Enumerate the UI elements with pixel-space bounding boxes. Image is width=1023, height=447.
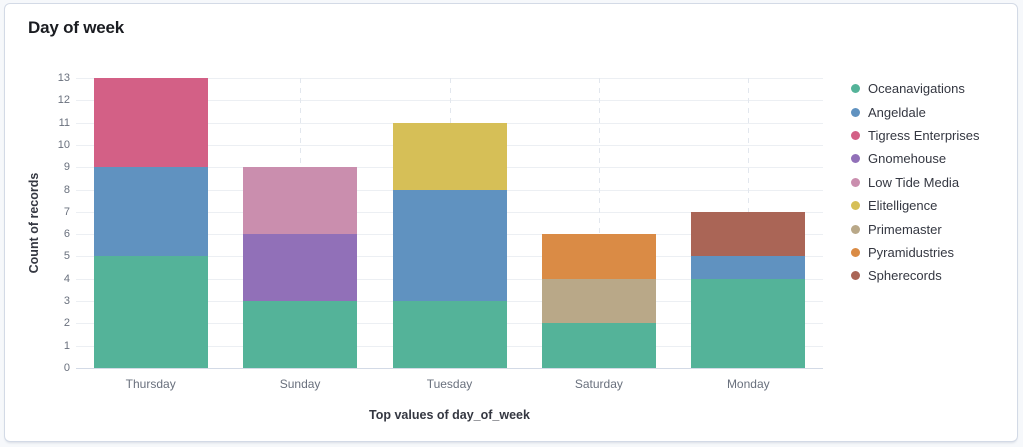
bar-segment[interactable] [392, 122, 507, 190]
legend-item[interactable]: Elitelligence [851, 194, 980, 217]
legend-color-dot-icon [851, 271, 860, 281]
y-axis-tick-label: 5 [63, 250, 70, 263]
y-axis-tick-label: 4 [63, 272, 70, 285]
y-axis-tick-label: 9 [63, 161, 70, 174]
legend-item-label: Low Tide Media [868, 174, 960, 190]
bar-segment[interactable] [93, 256, 208, 368]
legend-item[interactable]: Low Tide Media [851, 171, 980, 194]
legend-item[interactable]: Pyramidustries [851, 241, 980, 264]
legend-item-label: Pyramidustries [868, 244, 954, 260]
y-axis-tick-label: 6 [63, 228, 70, 241]
y-axis-tick-label: 10 [57, 138, 70, 151]
bar-segment[interactable] [541, 278, 656, 324]
plot-area: 0 1 2 3 4 5 6 7 8 9 10 11 12 13 Thursday Sunday Tuesday S… [58, 72, 823, 391]
x-axis-category-label: Saturday [574, 377, 623, 391]
bar-segment[interactable] [541, 234, 656, 279]
bar-segment[interactable] [541, 323, 656, 368]
bar-segment[interactable] [243, 301, 358, 368]
bar-segment[interactable] [93, 167, 208, 257]
legend-item[interactable]: Angeldale [851, 100, 980, 123]
legend-color-dot-icon [851, 130, 860, 140]
bar-segment[interactable] [691, 211, 806, 257]
x-axis-title: Top values of day_of_week [369, 408, 530, 422]
legend-item-label: Tigress Enterprises [868, 127, 980, 143]
bar-segment[interactable] [691, 278, 806, 368]
bar-segment[interactable] [392, 189, 507, 302]
x-axis-category-label: Sunday [279, 377, 321, 391]
y-axis-tick-label: 8 [63, 183, 70, 196]
legend-item[interactable]: Gnomehouse [851, 147, 980, 170]
y-axis-tick-label: 3 [63, 295, 70, 308]
bar-segment[interactable] [691, 256, 806, 279]
legend-color-dot-icon [851, 84, 860, 94]
legend-item-label: Primemaster [868, 221, 942, 237]
legend-item[interactable]: Oceanavigations [851, 77, 980, 100]
bar-segment[interactable] [392, 301, 507, 368]
chart-legend: Oceanavigations Angeldale Tigress Enterpri… [851, 77, 980, 288]
legend-color-dot-icon [851, 247, 860, 257]
y-axis-tick-label: 12 [57, 94, 70, 107]
legend-color-dot-icon [851, 177, 860, 187]
legend-item-label: Spherecords [868, 268, 942, 284]
y-axis-tick-label: 13 [57, 72, 70, 84]
y-axis-tick-label: 7 [63, 205, 70, 218]
legend-color-dot-icon [851, 201, 860, 211]
page-title: Day of week [28, 18, 125, 37]
x-axis-category-label: Monday [726, 377, 770, 391]
legend-color-dot-icon [851, 154, 860, 164]
y-axis-tick-label: 0 [63, 362, 70, 374]
x-axis-category-label: Tuesday [426, 377, 473, 391]
bar-segment[interactable] [93, 78, 208, 168]
legend-item-label: Oceanavigations [868, 81, 965, 97]
y-axis-tick-label: 2 [63, 317, 70, 330]
legend-item[interactable]: Primemaster [851, 217, 980, 240]
vertical-gridline [598, 78, 600, 368]
bar-segment[interactable] [243, 167, 358, 235]
legend-item-label: Gnomehouse [868, 151, 947, 167]
x-axis-line [76, 368, 823, 369]
legend-color-dot-icon [851, 107, 860, 117]
legend-item[interactable]: Tigress Enterprises [851, 124, 980, 147]
legend-item[interactable]: Spherecords [851, 264, 980, 287]
legend-item-label: Elitelligence [868, 198, 938, 214]
legend-color-dot-icon [851, 224, 860, 234]
y-axis-tick-label: 11 [58, 116, 70, 129]
y-axis-tick-label: 1 [63, 339, 70, 352]
x-axis-category-label: Thursday [125, 377, 176, 391]
legend-item-label: Angeldale [868, 104, 926, 120]
bar-segment[interactable] [243, 234, 358, 302]
